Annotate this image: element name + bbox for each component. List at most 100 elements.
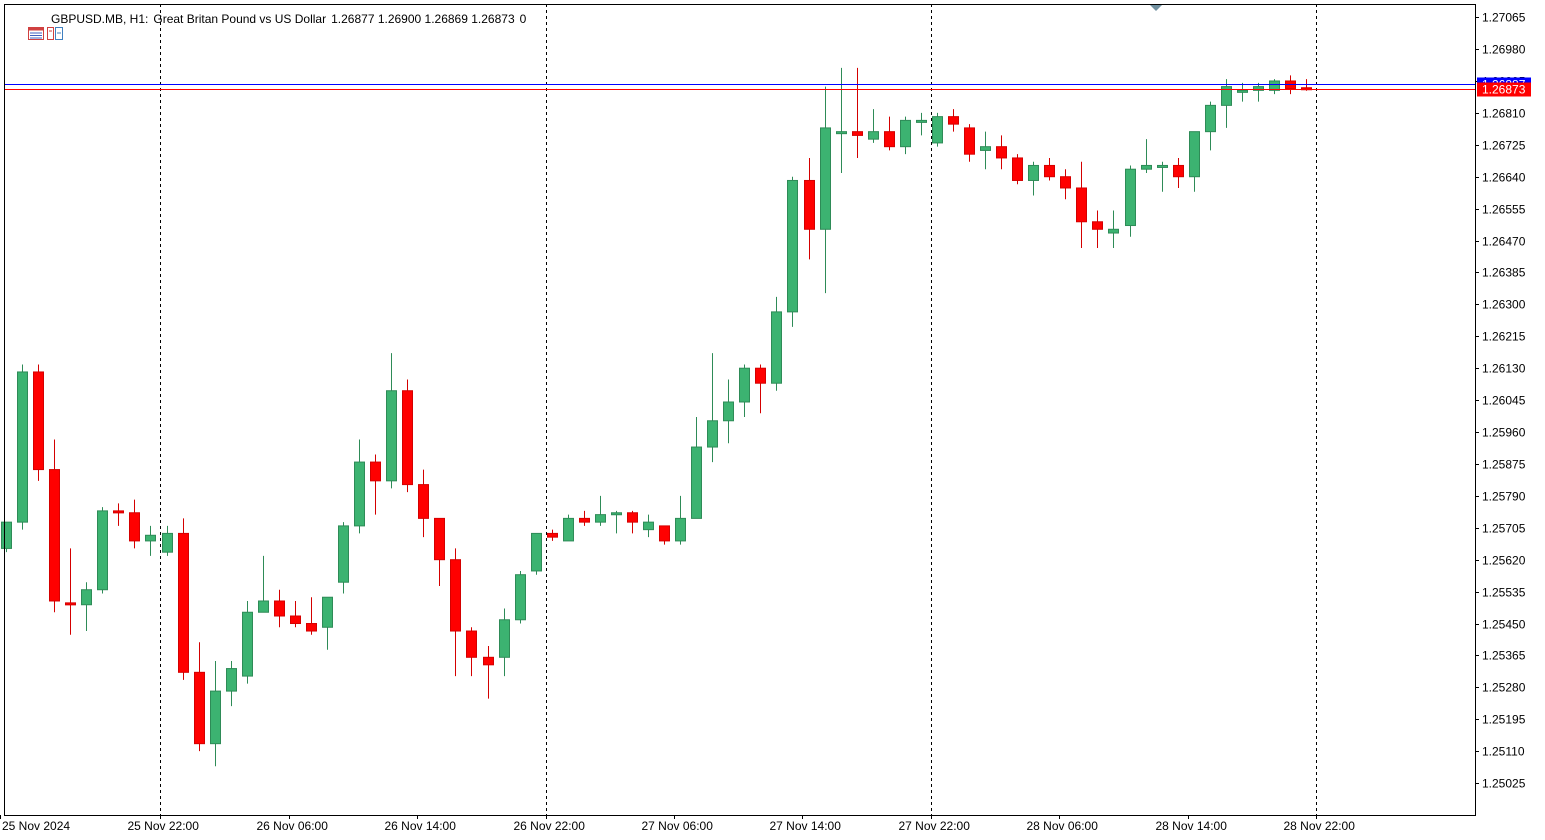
- candle-body: [900, 119, 911, 148]
- candle: [691, 417, 702, 519]
- candle: [1028, 161, 1039, 196]
- candle: [418, 469, 429, 538]
- candle: [258, 555, 269, 613]
- candle: [1269, 79, 1280, 95]
- candle: [595, 495, 606, 526]
- candle-body: [1125, 168, 1136, 227]
- candle-body: [739, 367, 750, 403]
- y-tick-label: 1.26215: [1482, 330, 1526, 344]
- candle: [242, 600, 253, 684]
- candle: [306, 597, 317, 635]
- candle: [226, 661, 237, 707]
- symbol-description: Great Britan Pound vs US Dollar: [153, 12, 327, 26]
- candle: [290, 600, 301, 628]
- candle-body: [81, 589, 92, 606]
- table-icon[interactable]: [8, 13, 45, 40]
- candle: [547, 529, 558, 541]
- candle: [1173, 157, 1184, 188]
- candle-body: [418, 484, 429, 519]
- x-tick-label: 27 Nov 14:00: [770, 819, 842, 833]
- candle-body: [515, 574, 526, 621]
- candle: [563, 514, 574, 542]
- candle: [579, 510, 590, 526]
- candle-body: [354, 461, 365, 527]
- candle: [611, 510, 622, 534]
- candle-body: [916, 119, 927, 123]
- y-tick-label: 1.27065: [1482, 11, 1526, 25]
- candle-body: [1141, 164, 1152, 170]
- y-tick-label: 1.25450: [1482, 618, 1526, 632]
- candle: [81, 582, 92, 632]
- candle: [1044, 157, 1055, 181]
- candle-body: [531, 532, 542, 572]
- candle: [178, 518, 189, 680]
- candle: [804, 157, 815, 260]
- candle: [49, 439, 60, 613]
- candle-body: [1237, 89, 1248, 93]
- candle: [338, 522, 349, 594]
- candle-body: [33, 371, 44, 471]
- candle-body: [1012, 157, 1023, 181]
- candle-body: [884, 131, 895, 148]
- candle-body: [1060, 176, 1071, 189]
- candle: [1, 521, 12, 553]
- candle: [1012, 154, 1023, 185]
- candle: [948, 109, 959, 132]
- candle: [97, 507, 108, 594]
- candle-body: [113, 510, 124, 514]
- candle: [370, 454, 381, 515]
- candle: [322, 596, 333, 650]
- candle: [852, 67, 863, 158]
- x-tick-label: 27 Nov 22:00: [899, 819, 971, 833]
- y-tick-label: 1.26385: [1482, 266, 1526, 280]
- candle-body: [1108, 228, 1119, 234]
- candle: [1092, 210, 1103, 249]
- symbol-period: GBPUSD.MB, H1:: [51, 12, 149, 26]
- candle-body: [563, 517, 574, 542]
- candle: [65, 548, 76, 635]
- candle: [755, 364, 766, 414]
- candle: [1189, 131, 1200, 192]
- candle-body: [322, 596, 333, 628]
- candle-body: [274, 600, 285, 617]
- candle-body: [434, 517, 445, 561]
- candle-body: [162, 532, 173, 553]
- candle: [916, 112, 927, 136]
- candle: [868, 109, 879, 143]
- candle: [836, 67, 847, 173]
- y-tick-label: 1.26130: [1482, 362, 1526, 376]
- candle-body: [932, 116, 943, 144]
- y-tick-label: 1.26640: [1482, 171, 1526, 185]
- y-tick-label: 1.25705: [1482, 522, 1526, 536]
- candle: [1205, 101, 1216, 151]
- candle-body: [1173, 164, 1184, 178]
- candle-body: [1205, 104, 1216, 133]
- candle-body: [836, 131, 847, 135]
- candle: [162, 525, 173, 556]
- candle-body: [1028, 164, 1039, 181]
- x-tick-label: 26 Nov 06:00: [257, 819, 329, 833]
- candle: [1108, 210, 1119, 249]
- candle: [900, 116, 911, 155]
- y-tick-label: 1.26470: [1482, 235, 1526, 249]
- candle: [402, 379, 413, 493]
- candle-body: [996, 146, 1007, 159]
- y-tick-label: 1.25535: [1482, 586, 1526, 600]
- y-tick-label: 1.25365: [1482, 649, 1526, 663]
- candle: [354, 439, 365, 534]
- candle-body: [868, 131, 879, 140]
- chart-switch-icon[interactable]: [27, 13, 64, 40]
- candle-body: [499, 619, 510, 658]
- candle: [194, 642, 205, 752]
- y-tick-label: 1.26300: [1482, 298, 1526, 312]
- candle-body: [1189, 131, 1200, 178]
- candle-body: [194, 671, 205, 745]
- candle: [1141, 139, 1152, 173]
- candle: [274, 589, 285, 628]
- candle: [659, 525, 670, 545]
- candle-body: [483, 656, 494, 666]
- x-tick-label: 26 Nov 14:00: [385, 819, 457, 833]
- candle: [531, 532, 542, 575]
